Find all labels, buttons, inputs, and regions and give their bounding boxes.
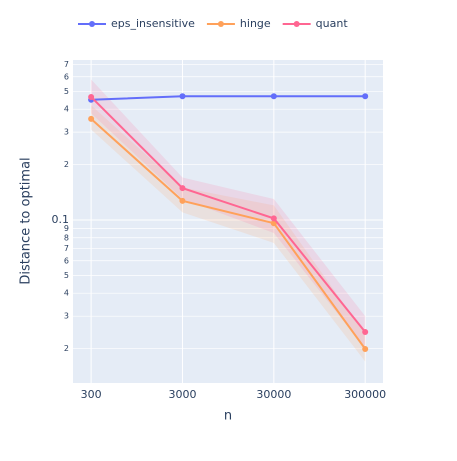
y-tick-label: 9 bbox=[64, 224, 69, 233]
legend-marker bbox=[293, 21, 300, 27]
y-tick-label: 2 bbox=[64, 344, 69, 353]
y-tick-label: 7 bbox=[64, 244, 69, 253]
point bbox=[88, 93, 95, 100]
legend-marker bbox=[89, 21, 95, 27]
point bbox=[88, 115, 95, 122]
point bbox=[270, 215, 277, 222]
y-tick-label: 4 bbox=[64, 289, 69, 298]
point bbox=[362, 329, 369, 336]
y-tick-label: 0.1 bbox=[52, 213, 70, 226]
y-axis-title: Distance to optimal bbox=[19, 157, 34, 284]
x-tick-label: 300000 bbox=[344, 388, 386, 401]
legend-label: eps_insensitive bbox=[111, 17, 195, 30]
y-tick-label: 7 bbox=[64, 60, 69, 69]
point bbox=[179, 93, 186, 100]
point bbox=[179, 185, 186, 192]
legend-label: hinge bbox=[240, 17, 271, 30]
legend-label: quant bbox=[316, 17, 349, 30]
error-band bbox=[91, 79, 366, 349]
point bbox=[179, 197, 186, 204]
x-tick-label: 30000 bbox=[256, 388, 291, 401]
point bbox=[362, 93, 369, 100]
y-tick-label: 2 bbox=[64, 160, 69, 169]
x-tick-label: 300 bbox=[81, 388, 102, 401]
y-tick-label: 3 bbox=[64, 128, 69, 137]
series-line bbox=[91, 95, 366, 101]
y-tick-label: 3 bbox=[64, 312, 69, 321]
x-axis-title: n bbox=[224, 409, 232, 424]
point bbox=[270, 93, 277, 100]
y-tick-label: 5 bbox=[64, 87, 69, 96]
y-tick-label: 5 bbox=[64, 271, 69, 280]
x-tick-label: 3000 bbox=[168, 388, 196, 401]
y-tick-label: 6 bbox=[64, 256, 69, 265]
y-tick-label: 8 bbox=[64, 233, 69, 242]
legend-marker bbox=[217, 21, 224, 27]
point bbox=[362, 345, 369, 352]
plot-area bbox=[73, 60, 383, 383]
y-tick-label: 6 bbox=[64, 72, 69, 81]
series-line bbox=[90, 96, 366, 333]
error-band bbox=[91, 105, 366, 362]
series-line bbox=[90, 118, 366, 350]
y-tick-label: 4 bbox=[64, 105, 69, 114]
